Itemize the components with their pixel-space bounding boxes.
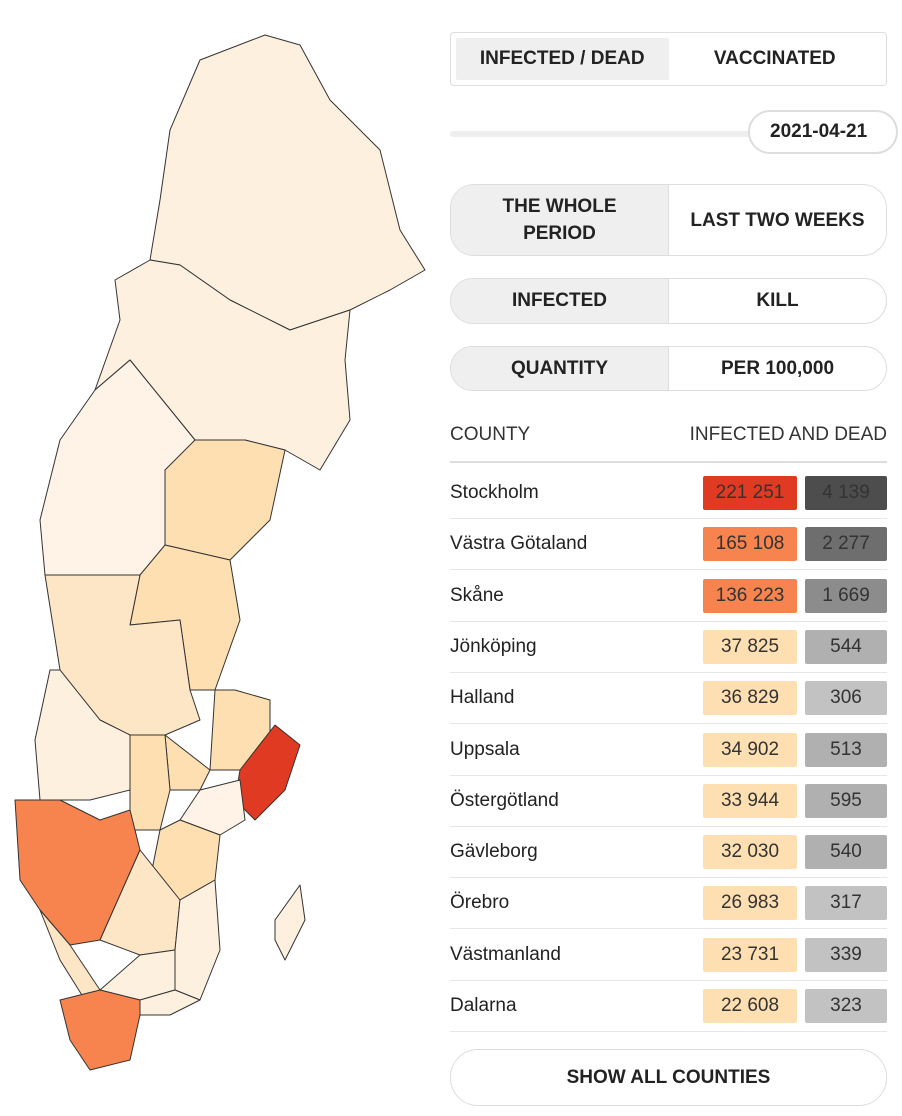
infected-cell: 37 825 (703, 629, 797, 664)
show-all-button[interactable]: SHOW ALL COUNTIES (450, 1049, 887, 1106)
dead-cell: 513 (805, 732, 887, 767)
county-orebro (129, 734, 171, 831)
county-vastmanland (164, 734, 211, 791)
table-row: Dalarna 22 608 323 (450, 981, 887, 1032)
infected-cell: 23 731 (703, 937, 797, 972)
dead-cell: 2 277 (805, 527, 887, 562)
column-header: INFECTED AND DEAD (689, 424, 887, 445)
dead-cell: 595 (805, 783, 887, 818)
dead-cell: 306 (805, 681, 887, 716)
table-row: Västmanland 23 731 339 (450, 930, 887, 981)
period-toggle: THE WHOLE PERIOD LAST TWO WEEKS (450, 184, 887, 256)
infected-cell: 36 829 (703, 681, 797, 716)
county-name: Örebro (450, 892, 510, 914)
dead-cell: 544 (805, 629, 887, 664)
county-name: Gävleborg (450, 841, 538, 863)
toggle-option[interactable]: THE WHOLE PERIOD (451, 185, 668, 255)
toggle-option[interactable]: LAST TWO WEEKS (668, 185, 886, 255)
county-gotland (274, 884, 306, 961)
toggle-option[interactable]: QUANTITY (451, 347, 668, 390)
toggle-option[interactable]: INFECTED (451, 279, 668, 323)
table-row: Västra Götaland 165 108 2 277 (450, 519, 887, 571)
table-row: Stockholm 221 251 4 139 (450, 468, 887, 519)
county-sodermanland (179, 779, 246, 836)
date-slider[interactable] (450, 131, 780, 137)
tab[interactable]: INFECTED / DEAD (456, 38, 669, 80)
county-name: Halland (450, 687, 515, 709)
county-vasterbotten (94, 259, 351, 471)
table-row: Östergötland 33 944 595 (450, 776, 887, 827)
infected-cell: 34 902 (703, 732, 797, 767)
county-name: Skåne (450, 584, 504, 606)
table-row: Halland 36 829 306 (450, 673, 887, 725)
infected-cell: 165 108 (703, 527, 797, 562)
table-row: Jönköping 37 825 544 (450, 622, 887, 673)
infected-cell: 32 030 (703, 835, 797, 870)
county-name: Västra Götaland (450, 533, 588, 555)
map (14, 34, 426, 1071)
infected-cell: 136 223 (703, 578, 797, 613)
county-varmland (34, 669, 131, 801)
county-name: Uppsala (450, 738, 520, 760)
county-name: Jönköping (450, 635, 537, 657)
unit-toggle: QUANTITY PER 100,000 (450, 346, 887, 391)
view-tabs: INFECTED / DEAD VACCINATED (450, 32, 887, 86)
toggle-option[interactable]: KILL (668, 279, 886, 323)
toggle-option[interactable]: PER 100,000 (668, 347, 886, 390)
dead-cell: 323 (805, 989, 887, 1023)
dead-cell: 540 (805, 835, 887, 870)
table-row: Örebro 26 983 317 (450, 878, 887, 930)
county-name: Dalarna (450, 995, 517, 1016)
table-row: Gävleborg 32 030 540 (450, 827, 887, 879)
table-row: Uppsala 34 902 513 (450, 725, 887, 776)
county-skane (59, 989, 141, 1071)
county-name: Stockholm (450, 482, 539, 503)
infected-cell: 22 608 (703, 989, 797, 1023)
table-header: COUNTY INFECTED AND DEAD (450, 424, 887, 463)
dead-cell: 339 (805, 937, 887, 972)
county-name: Östergötland (450, 789, 559, 811)
tab[interactable]: VACCINATED (713, 48, 836, 69)
column-header: COUNTY (450, 424, 531, 445)
metric-toggle: INFECTED KILL (450, 278, 887, 324)
dead-cell: 1 669 (805, 578, 887, 613)
table-row: Skåne 136 223 1 669 (450, 571, 887, 622)
infected-cell: 33 944 (703, 783, 797, 818)
dead-cell: 317 (805, 886, 887, 921)
county-vasternorrland (164, 439, 286, 561)
date-handle[interactable]: 2021-04-21 (748, 110, 898, 154)
dead-cell: 4 139 (805, 476, 887, 510)
infected-cell: 221 251 (703, 476, 797, 510)
county-name: Västmanland (450, 943, 561, 965)
infected-cell: 26 983 (703, 886, 797, 921)
